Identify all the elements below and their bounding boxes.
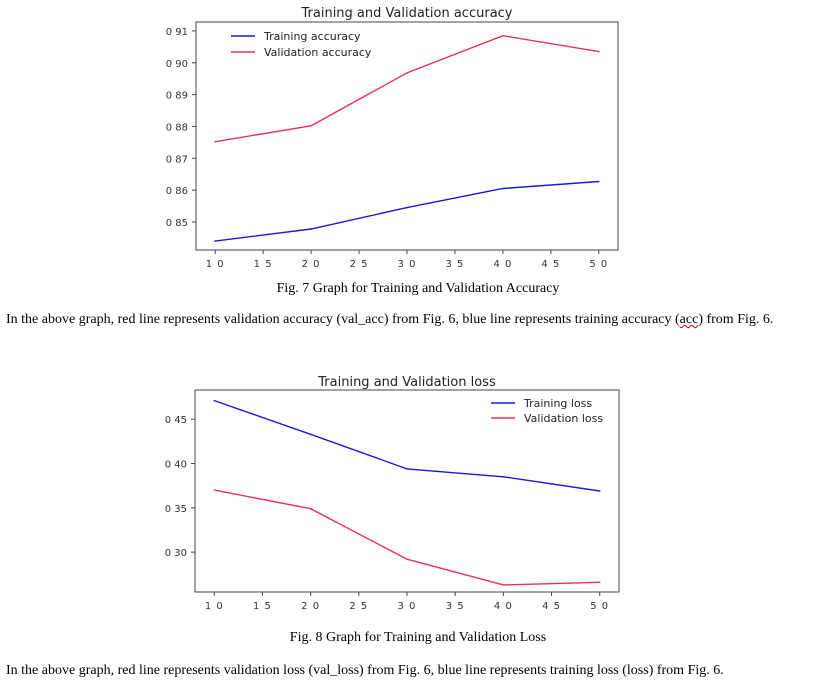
accuracy-data-point-training xyxy=(406,206,408,209)
accuracy-x-tick-label: 2 0 xyxy=(302,259,321,270)
loss-data-point-training xyxy=(598,490,601,492)
loss-x-tick-label: 3 5 xyxy=(446,601,465,612)
accuracy-x-tick-label: 5 0 xyxy=(589,259,608,270)
spellcheck-flagged-word: acc xyxy=(679,312,699,327)
loss-chart: Training and Validation loss 1 0 1 5 2 0 2 5… xyxy=(165,375,620,612)
accuracy-data-point-validation xyxy=(310,125,312,127)
accuracy-plot-frame xyxy=(195,21,619,251)
figure-7-caption: Fig. 7 Graph for Training and Validation… xyxy=(276,281,560,296)
loss-y-tick-label: 0 35 xyxy=(165,504,187,515)
loss-data-point-training xyxy=(406,468,408,470)
accuracy-data-point-validation xyxy=(406,72,408,74)
accuracy-y-tick-label: 0 85 xyxy=(166,218,188,229)
accuracy-description-end: ) from Fig. 6. xyxy=(698,312,774,327)
accuracy-legend-label: Validation accuracy xyxy=(264,46,372,59)
accuracy-data-point-validation xyxy=(502,34,504,37)
accuracy-data-point-training xyxy=(502,187,504,190)
loss-x-tick-label: 1 5 xyxy=(253,601,272,612)
accuracy-data-point-validation xyxy=(598,50,600,53)
accuracy-description-text: In the above graph, red line represents … xyxy=(6,312,680,327)
loss-x-tick-label: 5 0 xyxy=(590,601,609,612)
loss-chart-title: Training and Validation loss xyxy=(317,375,496,390)
accuracy-y-tick-label: 0 90 xyxy=(166,59,188,70)
loss-data-point-training xyxy=(213,399,216,402)
loss-data-point-validation xyxy=(406,558,408,561)
accuracy-y-tick-label: 0 89 xyxy=(166,91,188,102)
figure-8-caption: Fig. 8 Graph for Training and Validation… xyxy=(289,630,547,645)
accuracy-y-tick-label: 0 91 xyxy=(166,27,188,38)
accuracy-data-point-validation xyxy=(214,140,216,143)
accuracy-chart: Training and Validation accuracy 1 0 1 5 2 … xyxy=(166,6,619,270)
loss-x-tick-label: 2 5 xyxy=(349,601,368,612)
accuracy-x-tick-label: 4 5 xyxy=(541,259,560,270)
accuracy-x-tick-label: 2 5 xyxy=(350,259,369,270)
accuracy-x-tick-label: 1 0 xyxy=(206,259,225,270)
accuracy-y-tick-label: 0 88 xyxy=(166,122,188,133)
loss-y-tick-label: 0 40 xyxy=(165,460,187,471)
loss-x-tick-label: 1 0 xyxy=(205,601,224,612)
loss-x-tick-label: 4 0 xyxy=(494,601,513,612)
accuracy-chart-title: Training and Validation accuracy xyxy=(301,6,513,21)
accuracy-data-point-training xyxy=(598,180,600,183)
loss-y-tick-label: 0 45 xyxy=(165,415,187,426)
accuracy-x-tick-label: 3 0 xyxy=(398,259,417,270)
accuracy-data-point-training xyxy=(310,228,312,230)
accuracy-y-tick-label: 0 86 xyxy=(166,186,188,197)
accuracy-y-tick-label: 0 87 xyxy=(166,154,188,165)
loss-description-text: In the above graph, red line represents … xyxy=(6,663,724,678)
accuracy-x-tick-label: 3 5 xyxy=(446,259,465,270)
loss-x-tick-label: 2 0 xyxy=(301,601,320,612)
accuracy-description: In the above graph, red line represents … xyxy=(6,309,826,330)
loss-data-point-training xyxy=(309,433,312,436)
loss-legend-label: Training loss xyxy=(523,397,592,410)
accuracy-legend-label: Training accuracy xyxy=(263,30,361,43)
loss-data-point-training xyxy=(502,476,505,478)
accuracy-x-tick-label: 1 5 xyxy=(254,259,273,270)
loss-data-point-validation xyxy=(502,584,505,586)
loss-data-point-validation xyxy=(309,507,312,510)
loss-y-tick-label: 0 30 xyxy=(165,548,187,559)
loss-data-point-validation xyxy=(213,489,216,491)
accuracy-series-line-training xyxy=(215,180,599,242)
loss-x-tick-label: 4 5 xyxy=(542,601,561,612)
accuracy-x-tick-label: 4 0 xyxy=(493,259,512,270)
loss-legend-label: Validation loss xyxy=(524,412,603,425)
loss-x-tick-label: 3 0 xyxy=(398,601,417,612)
loss-data-point-validation xyxy=(598,581,601,584)
loss-description: In the above graph, red line represents … xyxy=(6,660,826,681)
loss-series-line-validation xyxy=(214,489,600,586)
accuracy-data-point-training xyxy=(214,240,216,242)
